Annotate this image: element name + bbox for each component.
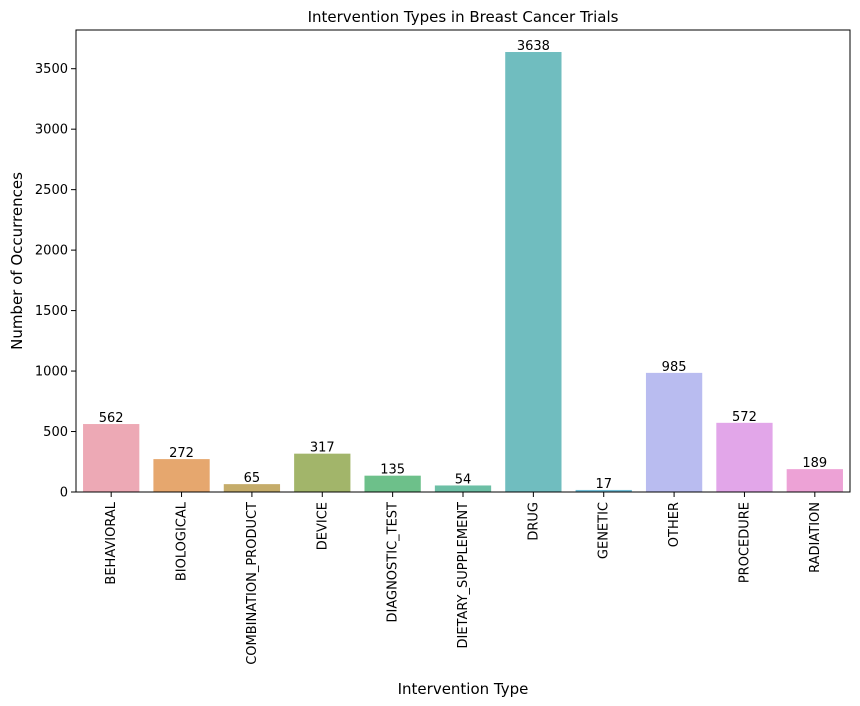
y-tick-label: 2500	[35, 183, 68, 198]
data-label-dietary-supplement: 54	[455, 472, 472, 487]
data-label-drug: 3638	[517, 39, 550, 54]
x-tick-label: DRUG	[526, 502, 541, 541]
bar-procedure	[716, 422, 773, 492]
x-tick-label: COMBINATION_PRODUCT	[245, 502, 260, 665]
x-tick-label: OTHER	[667, 502, 682, 547]
x-tick-label: DEVICE	[315, 502, 330, 550]
plot-frame	[75, 29, 851, 493]
bar-other	[645, 372, 703, 492]
y-tick-label: 1500	[35, 304, 68, 319]
y-tick-label: 3000	[35, 123, 68, 138]
data-label-procedure: 572	[732, 410, 757, 425]
y-tick-label: 500	[43, 425, 68, 440]
y-tick-label: 2000	[35, 244, 68, 259]
chart-title: Intervention Types in Breast Cancer Tria…	[308, 8, 619, 26]
x-tick-label: DIAGNOSTIC_TEST	[386, 502, 401, 623]
bar-biological	[153, 459, 210, 492]
data-label-behavioral: 562	[99, 411, 124, 426]
data-label-combination-product: 65	[244, 471, 261, 486]
bars-group	[83, 52, 843, 493]
y-tick-label: 1000	[35, 365, 68, 380]
data-label-genetic: 17	[595, 477, 612, 492]
y-axis-label: Number of Occurrences	[8, 172, 26, 350]
data-label-biological: 272	[169, 446, 194, 461]
y-tick-label: 3500	[35, 62, 68, 77]
bar-drug	[505, 52, 562, 493]
data-labels-group: 562 272 65 317 135 54 3638 17 985 572 189	[99, 39, 827, 492]
bar-genetic	[575, 489, 632, 492]
y-axis: 0 500 1000 1500 2000 2500 3000 3500	[35, 62, 76, 501]
bar-dietary-supplement	[434, 485, 492, 492]
x-tick-label: PROCEDURE	[737, 502, 752, 583]
bar-device	[294, 453, 351, 492]
data-label-other: 985	[662, 360, 687, 375]
bar-radiation	[786, 469, 843, 492]
bar-behavioral	[83, 424, 140, 492]
data-label-device: 317	[310, 441, 335, 456]
x-tick-label: GENETIC	[597, 502, 612, 559]
data-label-diagnostic-test: 135	[380, 463, 405, 478]
y-tick-label: 0	[60, 486, 68, 501]
x-tick-label: BIOLOGICAL	[175, 501, 190, 581]
x-tick-label: BEHAVIORAL	[104, 501, 119, 584]
x-tick-label: DIETARY_SUPPLEMENT	[456, 502, 471, 649]
x-tick-label: RADIATION	[808, 502, 823, 573]
bar-combination-product	[223, 484, 281, 492]
x-axis-label: Intervention Type	[398, 680, 529, 698]
data-label-radiation: 189	[802, 456, 827, 471]
bar-diagnostic-test	[364, 475, 421, 492]
x-axis: BEHAVIORAL BIOLOGICAL COMBINATION_PRODUCT D…	[104, 492, 823, 665]
